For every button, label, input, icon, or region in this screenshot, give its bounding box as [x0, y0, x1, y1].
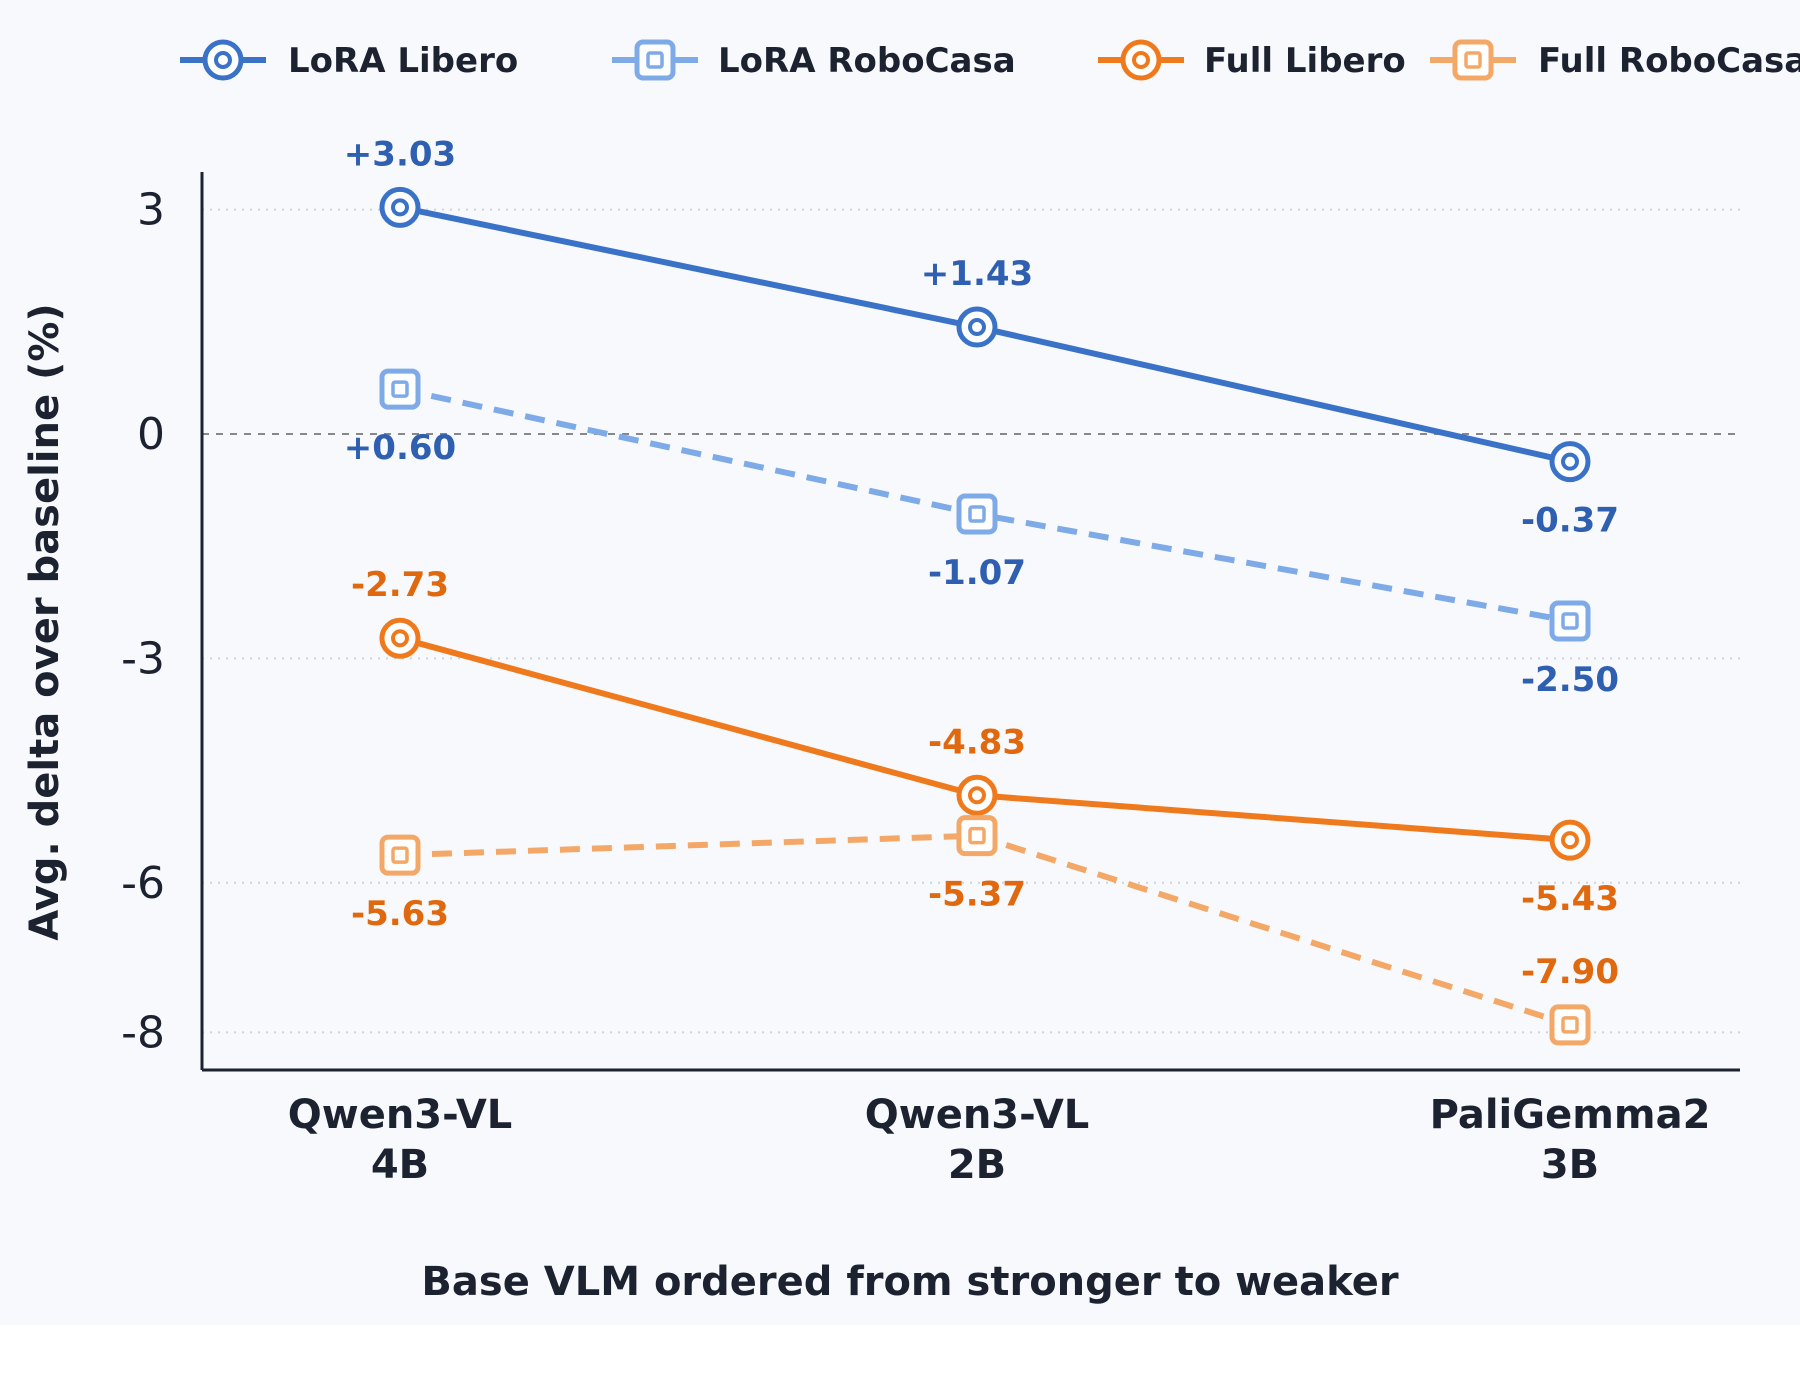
legend-marker: [1452, 39, 1494, 81]
data-point-marker: [956, 306, 998, 348]
chart-svg: 30-3-6-8Qwen3-VL4BQwen3-VL2BPaliGemma23B…: [22, 39, 1800, 1305]
data-point-marker: [379, 186, 421, 228]
data-label-layer: +3.03 +1.43 -0.37 +0.60 -1.07 -2.50 -2.73 -4.83…: [344, 134, 1619, 992]
data-point-marker: [1549, 441, 1591, 483]
data-label: -2.73: [351, 565, 449, 605]
legend: LoRA Libero LoRA RoboCasa Full Libero Full …: [180, 39, 1800, 81]
data-label: -5.63: [351, 894, 449, 934]
data-label: -1.07: [928, 553, 1026, 593]
x-tick-label: Qwen3-VL: [865, 1092, 1090, 1138]
legend-entry: LoRA RoboCasa: [612, 39, 1016, 81]
chart-figure: 3 0 -3 -6 -8 Qwen3-VL 4B Qwen3-VL 2B PaliGemma2 3B…: [22, 39, 1800, 1305]
data-point-marker: [379, 834, 421, 876]
data-label: -5.43: [1521, 879, 1619, 919]
data-point-marker: [379, 368, 421, 410]
data-label: -4.83: [928, 722, 1026, 762]
x-tick-label: 4B: [371, 1142, 429, 1188]
legend-entry: Full Libero: [1098, 39, 1406, 81]
data-label: -7.90: [1521, 952, 1619, 992]
x-axis-label: Base VLM ordered from stronger to weaker: [421, 1259, 1398, 1305]
data-point-marker: [1549, 1004, 1591, 1046]
data-point-marker: [956, 774, 998, 816]
legend-marker: [202, 39, 244, 81]
legend-label: LoRA RoboCasa: [718, 41, 1016, 81]
grid-layer: [202, 208, 1740, 1034]
data-label: -0.37: [1521, 501, 1619, 541]
data-point-marker: [956, 493, 998, 535]
data-point-marker: [379, 617, 421, 659]
x-tick-label: 2B: [948, 1142, 1006, 1188]
y-tick-label: -3: [121, 633, 165, 684]
data-label: +3.03: [344, 134, 456, 174]
data-label: -2.50: [1521, 660, 1619, 700]
data-label: +1.43: [921, 254, 1033, 294]
y-tick-label: -8: [121, 1007, 165, 1058]
legend-label: LoRA Libero: [288, 41, 518, 81]
legend-label: Full Libero: [1204, 41, 1406, 81]
data-point-marker: [1549, 600, 1591, 642]
y-tick-label: 0: [137, 409, 165, 460]
legend-entry: Full RoboCasa: [1430, 39, 1800, 81]
y-tick-label: -6: [121, 858, 165, 909]
series-layer: [379, 186, 1591, 1046]
x-tick-label: 3B: [1541, 1142, 1599, 1188]
series-line-3: [399, 832, 1571, 1028]
x-tick-label: PaliGemma2: [1430, 1092, 1711, 1138]
legend-label: Full RoboCasa: [1538, 41, 1800, 81]
y-axis-label: Avg. delta over baseline (%): [22, 303, 68, 940]
legend-marker: [1120, 39, 1162, 81]
data-point-marker: [956, 815, 998, 857]
data-label: +0.60: [344, 428, 456, 468]
y-tick-label: 3: [137, 185, 165, 236]
data-label: -5.37: [928, 875, 1026, 915]
legend-marker: [634, 39, 676, 81]
x-tick-label: Qwen3-VL: [288, 1092, 513, 1138]
legend-entry: LoRA Libero: [180, 39, 518, 81]
data-point-marker: [1549, 819, 1591, 861]
